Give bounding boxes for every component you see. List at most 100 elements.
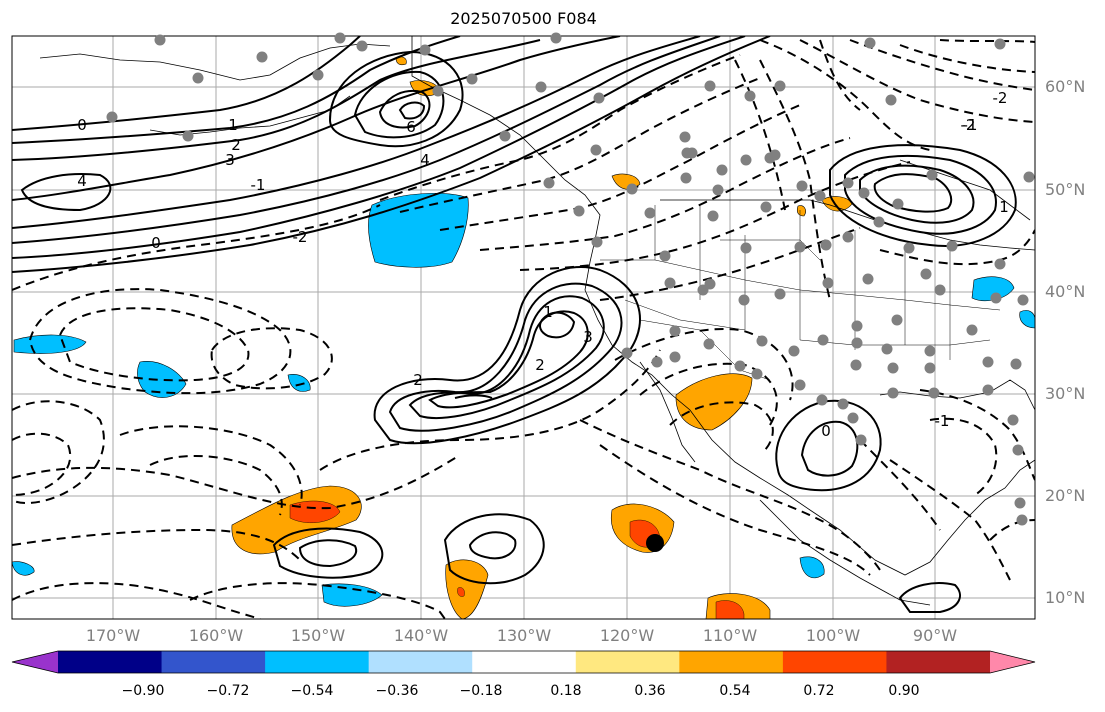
lon-label: 170°W (85, 626, 141, 645)
negative-anomaly-fill (12, 192, 1035, 607)
contour-label: 4 (420, 151, 430, 169)
station-dot (842, 231, 854, 243)
station-dot (192, 72, 204, 84)
station-dot (788, 345, 800, 357)
colorbar-tick-label: −0.90 (121, 683, 165, 699)
contour-label: 0 (77, 116, 87, 134)
station-dot (669, 351, 681, 363)
lat-label: 10°N (1045, 588, 1086, 607)
contour-label: 3 (583, 328, 593, 346)
station-dot (774, 288, 786, 300)
colorbar-outline (11, 650, 1036, 674)
lat-label: 20°N (1045, 486, 1086, 505)
station-dot (466, 73, 478, 85)
station-dot (926, 169, 938, 181)
colorbar-tick-label: −0.18 (459, 683, 503, 699)
contour-label: 1 (999, 198, 1009, 216)
station-dot (837, 398, 849, 410)
contour-label: -2 (993, 89, 1008, 107)
lat-label: 60°N (1045, 77, 1086, 96)
station-dot (847, 412, 859, 424)
station-dot (593, 92, 605, 104)
contour-label: -2 (293, 228, 308, 246)
station-dot (850, 359, 862, 371)
station-dot (858, 187, 870, 199)
station-dot (712, 184, 724, 196)
station-dot (891, 314, 903, 326)
station-dot (664, 277, 676, 289)
colorbar-tick-label: −0.72 (206, 683, 250, 699)
station-dot (796, 180, 808, 192)
station-dot (851, 337, 863, 349)
contour-label: 0 (821, 422, 831, 440)
colorbar-segment (575, 651, 680, 673)
station-dot (740, 154, 752, 166)
colorbar-extend-max (990, 651, 1035, 673)
station-dot (432, 85, 444, 97)
colorbar-segment (782, 651, 887, 673)
station-dot (794, 241, 806, 253)
station-dot (885, 94, 897, 106)
station-dot (982, 384, 994, 396)
station-dot (659, 250, 671, 262)
station-dot (774, 80, 786, 92)
lon-label: 130°W (496, 626, 552, 645)
station-dot (738, 294, 750, 306)
contour-label: 0 (151, 234, 161, 252)
station-dot (644, 207, 656, 219)
station-dot (855, 434, 867, 446)
station-dot (924, 362, 936, 374)
station-dot (887, 387, 899, 399)
station-dot (756, 335, 768, 347)
lat-label: 50°N (1045, 180, 1086, 199)
contour-label: 1 (543, 303, 553, 321)
station-dot (734, 360, 746, 372)
station-dot (903, 242, 915, 254)
colorbar-segment (265, 651, 370, 673)
station-dot (814, 190, 826, 202)
colorbar-tick-label: −0.54 (290, 683, 334, 699)
station-dot (760, 201, 772, 213)
station-dot (990, 292, 1002, 304)
station-dot (651, 356, 663, 368)
station-dot (934, 284, 946, 296)
station-dot (550, 32, 562, 44)
station-dot (626, 183, 638, 195)
lon-label: 150°W (290, 626, 346, 645)
station-dot (887, 362, 899, 374)
station-dot (1023, 171, 1035, 183)
station-dot (769, 149, 781, 161)
map-frame (11, 35, 1036, 620)
colorbar-extend-min (12, 651, 58, 673)
station-dot (924, 345, 936, 357)
station-dot (822, 277, 834, 289)
station-dot (851, 320, 863, 332)
station-dot (543, 177, 555, 189)
station-dot (1014, 497, 1026, 509)
station-dot (1012, 444, 1024, 456)
storm-center-marker (646, 534, 664, 552)
station-dot (864, 37, 876, 49)
contour-label: 3 (225, 151, 235, 169)
station-dot (590, 144, 602, 156)
station-dot (591, 236, 603, 248)
contour-label: 6 (406, 118, 416, 136)
contour-label: -1 (935, 412, 950, 430)
lat-label: 30°N (1045, 384, 1086, 403)
contour-label: -1 (251, 176, 266, 194)
colorbar (11, 650, 1036, 674)
lon-label: 90°W (912, 626, 958, 645)
station-dot (356, 40, 368, 52)
colorbar-tick-label: 0.54 (719, 683, 751, 699)
colorbar-tick-label: 0.90 (888, 683, 920, 699)
station-dot (312, 69, 324, 81)
station-dot (419, 44, 431, 56)
colorbar-tick-label: 0.72 (803, 683, 835, 699)
station-dot (499, 130, 511, 142)
station-dot (680, 172, 692, 184)
colorbar-segment (368, 651, 473, 673)
station-dot (1007, 414, 1019, 426)
station-dot (744, 90, 756, 102)
